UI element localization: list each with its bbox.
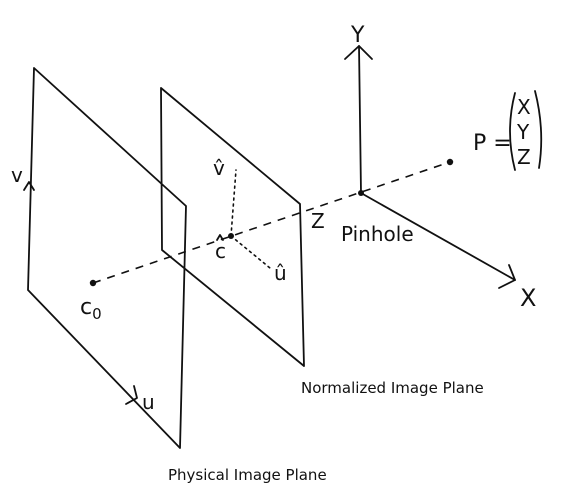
u-hat-label: û	[274, 261, 287, 285]
u-axis-label: u	[142, 390, 155, 414]
point-p-y: Y	[516, 120, 530, 144]
camera-center-point	[89, 279, 97, 287]
point-p-x: X	[517, 95, 531, 119]
point-p-right-paren	[534, 90, 543, 169]
principal-point-label: c	[215, 239, 226, 263]
physical-plane-caption: Physical Image Plane	[168, 466, 327, 484]
point-p	[446, 158, 454, 166]
z-axis-label: Z	[311, 209, 325, 233]
u-axis-arrow	[125, 385, 138, 405]
principal-point-hat	[216, 234, 224, 241]
v-hat-axis	[230, 169, 237, 237]
camera-center-subscript: 0	[92, 305, 102, 323]
y-axis-label: Y	[350, 23, 365, 48]
y-axis-arrowhead	[344, 45, 373, 60]
optical-axis	[92, 161, 451, 284]
camera-center-letter: c	[80, 295, 92, 320]
normalized-image-plane	[160, 87, 305, 367]
x-axis-arrowhead	[498, 264, 516, 289]
v-axis-arrow	[23, 181, 35, 191]
point-p-label: P =	[473, 131, 512, 156]
camera-center-label: c0	[80, 295, 102, 323]
pinhole-label: Pinhole	[341, 222, 414, 246]
point-p-left-paren	[509, 92, 516, 171]
u-hat-axis	[230, 235, 271, 269]
point-p-z: Z	[517, 145, 531, 169]
v-hat-label: v̂	[213, 156, 225, 180]
y-axis-line	[358, 45, 362, 194]
physical-image-plane	[27, 67, 187, 449]
x-axis-line	[360, 192, 516, 281]
normalized-plane-caption: Normalized Image Plane	[301, 379, 484, 397]
v-axis-label: v	[11, 163, 23, 187]
x-axis-label: X	[520, 284, 536, 312]
